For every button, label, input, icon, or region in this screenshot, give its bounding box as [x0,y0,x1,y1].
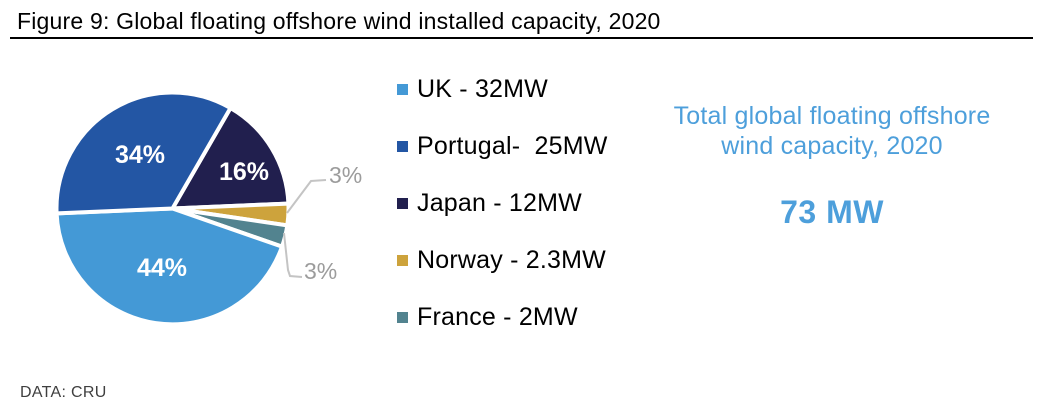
pie-slice-japan [168,105,291,211]
summary-heading-line2: wind capacity, 2020 [721,132,943,160]
figure-title: Figure 9: Global floating offshore wind … [17,8,661,34]
legend-label-norway: Norway - 2.3MW [417,245,606,274]
pie-legend: UK - 32MW Portugal- 25MW Japan - 12MW Norwa… [397,74,608,361]
percent-label-norway: 3% [329,162,362,188]
legend-label-france: France - 2MW [417,302,578,331]
legend-item-france: France - 2MW [397,302,608,331]
legend-item-norway: Norway - 2.3MW [397,245,608,274]
legend-label-portugal: Portugal- 25MW [417,131,608,160]
percent-label-france: 3% [304,258,337,284]
summary-total-value: 73 MW [780,194,884,230]
leader-line-france [283,232,303,278]
data-source-note: DATA: CRU [20,384,107,401]
summary-heading: Total global floating offshore wind capa… [660,101,1004,161]
pie-slice-portugal [54,90,234,216]
summary-heading-line1: Total global floating offshore [673,102,991,130]
legend-item-portugal: Portugal- 25MW [397,131,608,160]
legend-item-uk: UK - 32MW [397,74,608,103]
legend-swatch-japan [397,197,408,209]
summary-panel: Total global floating offshore wind capa… [660,101,1004,231]
legend-swatch-france [397,311,408,323]
legend-swatch-portugal [397,140,408,152]
percent-label-portugal: 34% [115,141,165,169]
percent-label-uk: 44% [137,254,187,282]
percent-label-japan: 16% [219,158,269,186]
pie-chart: 16% 3% 3% 44% 34% [54,90,362,327]
leader-line-norway [286,179,327,214]
legend-swatch-uk [397,83,408,95]
legend-item-japan: Japan - 12MW [397,188,608,217]
legend-label-japan: Japan - 12MW [417,188,582,217]
pie-slice-uk [54,206,285,327]
legend-swatch-norway [397,254,408,266]
title-underline [10,37,1033,39]
legend-label-uk: UK - 32MW [417,74,548,103]
